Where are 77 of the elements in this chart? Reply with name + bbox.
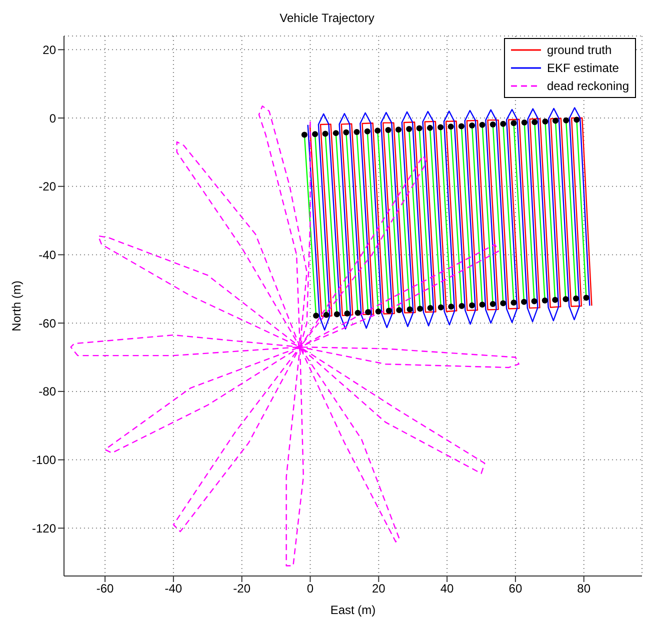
- point: [490, 122, 496, 128]
- y-tick-label: 0: [49, 111, 56, 126]
- x-tick-label: 20: [372, 582, 386, 596]
- point: [532, 119, 538, 126]
- point: [438, 304, 444, 310]
- point: [301, 132, 308, 138]
- point: [406, 126, 412, 132]
- point: [427, 305, 434, 312]
- point: [354, 129, 360, 136]
- y-tick-label: -80: [38, 384, 56, 399]
- point: [562, 296, 569, 302]
- point: [406, 306, 413, 312]
- point: [479, 302, 486, 308]
- legend-label: ground truth: [546, 43, 612, 57]
- point: [385, 126, 392, 133]
- point: [322, 130, 328, 137]
- point: [583, 294, 590, 301]
- chart-title: Vehicle Trajectory: [278, 10, 376, 27]
- y-tick-label: -40: [38, 248, 56, 262]
- point: [500, 120, 506, 127]
- point: [521, 119, 528, 126]
- point: [531, 298, 538, 304]
- point: [521, 298, 528, 305]
- x-tick-label: 80: [577, 582, 591, 596]
- point: [490, 300, 496, 307]
- point: [563, 117, 570, 124]
- x-tick-label: 0: [306, 582, 314, 596]
- point: [458, 303, 465, 309]
- point: [344, 310, 350, 317]
- point: [364, 128, 370, 134]
- point: [458, 123, 464, 130]
- y-axis-title: North (m): [9, 280, 24, 332]
- legend-label: EKF estimate: [546, 61, 619, 75]
- point: [469, 122, 476, 129]
- point: [354, 310, 361, 316]
- point: [510, 120, 517, 126]
- point: [510, 300, 517, 306]
- point: [438, 124, 444, 130]
- point: [374, 128, 381, 134]
- point: [574, 116, 580, 123]
- point: [334, 311, 340, 318]
- point: [542, 118, 548, 124]
- point: [343, 129, 350, 136]
- point: [542, 298, 548, 304]
- point: [500, 300, 506, 306]
- point: [323, 312, 330, 318]
- point: [386, 308, 392, 314]
- x-tick-label: 40: [440, 582, 454, 596]
- y-tick-label: -100: [32, 453, 56, 468]
- point: [448, 304, 454, 310]
- point: [552, 118, 558, 124]
- point: [375, 308, 382, 314]
- point: [416, 125, 422, 132]
- legend-label: dead reckoning: [546, 79, 629, 93]
- point: [479, 122, 486, 128]
- point: [552, 296, 558, 303]
- point: [417, 306, 424, 312]
- x-tick-label: -20: [233, 582, 251, 596]
- point: [313, 312, 320, 319]
- x-tick-label: 60: [508, 582, 522, 596]
- x-axis-title: East (m): [330, 603, 376, 617]
- y-tick-label: -20: [38, 180, 56, 194]
- point: [312, 131, 318, 138]
- x-tick-label: -40: [164, 582, 182, 596]
- point: [448, 124, 454, 130]
- x-tick-label: -60: [96, 582, 114, 596]
- y-tick-label: -120: [32, 521, 56, 536]
- point: [469, 302, 476, 308]
- point: [426, 124, 433, 131]
- point: [396, 307, 402, 314]
- point: [572, 295, 579, 302]
- line-series: [70, 105, 520, 566]
- y-tick-label: 20: [42, 42, 56, 57]
- point: [395, 126, 402, 133]
- y-tick-label: -60: [38, 316, 56, 330]
- point: [332, 130, 339, 136]
- point: [365, 309, 372, 316]
